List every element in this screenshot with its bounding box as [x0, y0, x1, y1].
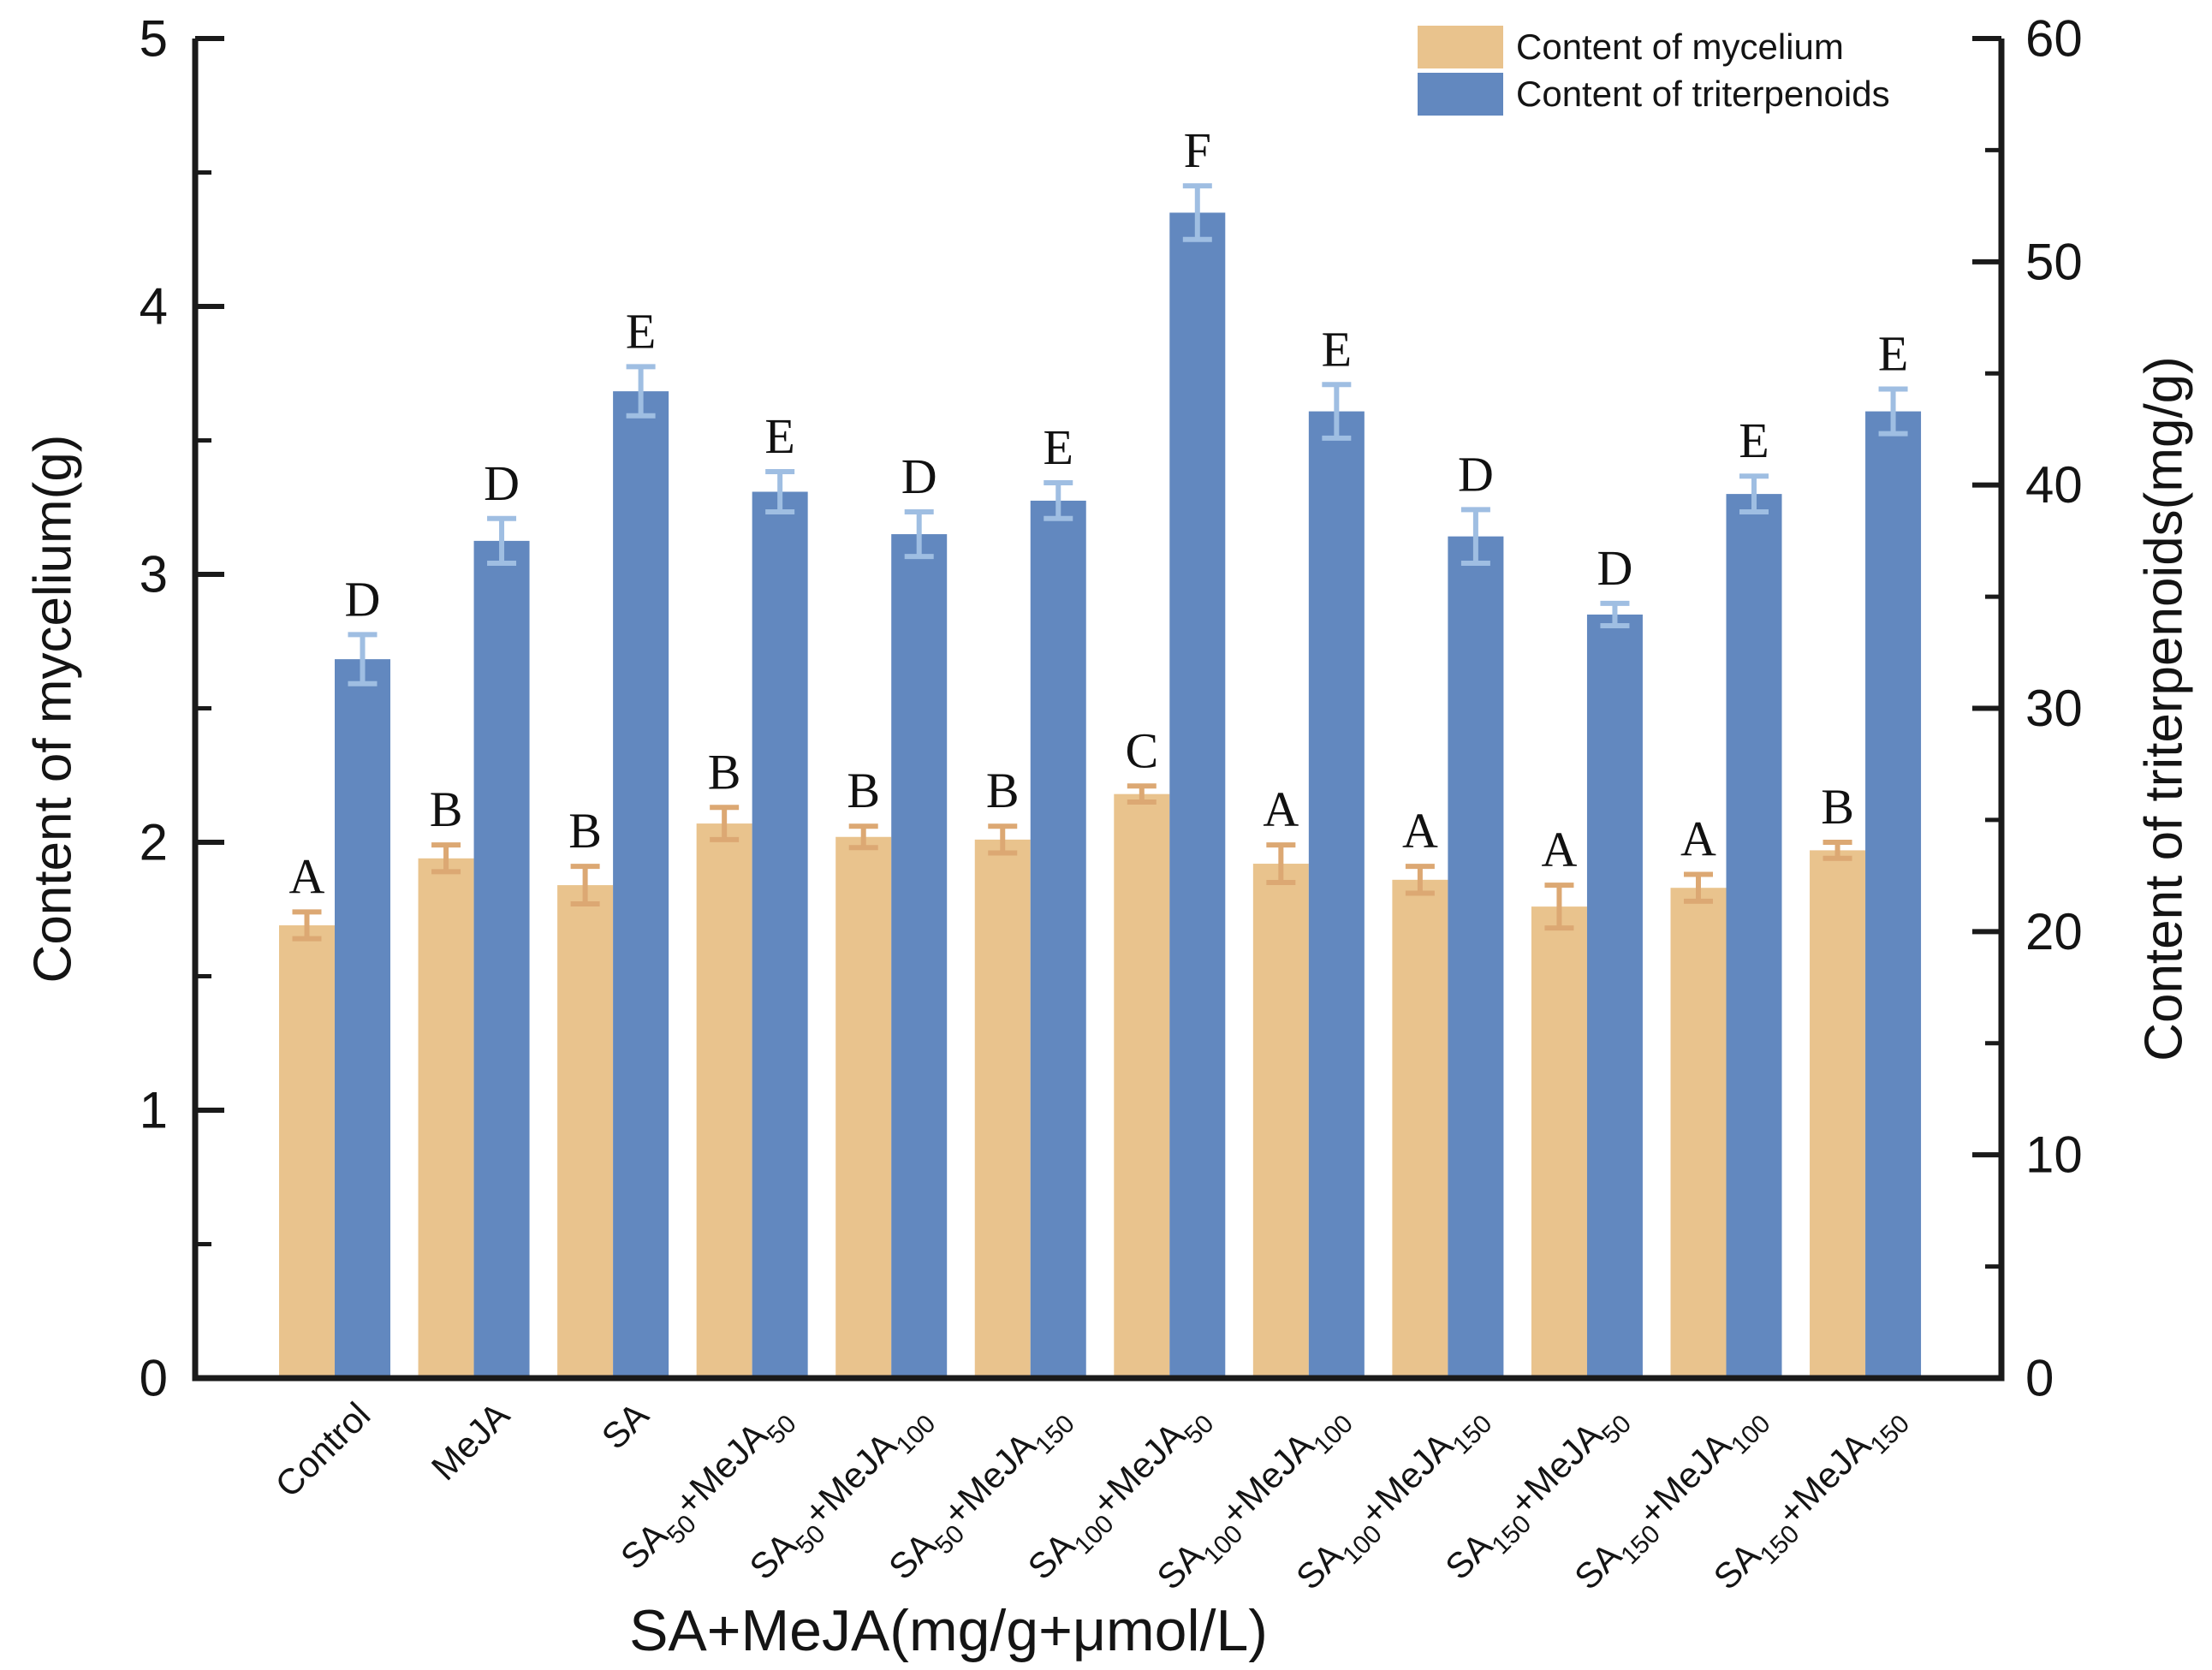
significance-letter: D — [901, 449, 937, 504]
significance-letter: B — [847, 763, 880, 818]
left-tick-label: 1 — [140, 1082, 168, 1139]
category-label: SA — [594, 1394, 657, 1457]
right-tick-label: 30 — [2025, 680, 2083, 737]
right-tick-label: 10 — [2025, 1126, 2083, 1184]
x-axis-title: SA+MeJA(mg/g+μmol/L) — [629, 1598, 1268, 1663]
left-tick-label: 2 — [140, 814, 168, 871]
significance-letter: B — [1821, 779, 1854, 835]
triterpenoids-swatch — [1418, 73, 1503, 116]
bar-mycelium — [1114, 793, 1170, 1378]
significance-letter: E — [1878, 326, 1908, 382]
bar-triterpenoids — [1726, 494, 1782, 1378]
significance-letter: B — [568, 803, 602, 859]
significance-letter: D — [345, 571, 381, 627]
bar-triterpenoids — [1586, 614, 1643, 1378]
right-tick-label: 50 — [2025, 233, 2083, 290]
legend-item-mycelium: Content of mycelium — [1418, 26, 1890, 68]
category-label: Control — [267, 1394, 378, 1505]
legend-item-triterpenoids: Content of triterpenoids — [1418, 73, 1890, 116]
significance-letter: E — [1739, 413, 1769, 468]
bar-mycelium — [557, 885, 614, 1378]
significance-letter: E — [626, 303, 656, 359]
bar-triterpenoids — [335, 659, 390, 1378]
significance-letter: A — [1263, 782, 1299, 837]
right-tick-label: 40 — [2025, 456, 2083, 514]
left-tick-label: 0 — [140, 1350, 168, 1407]
bar-triterpenoids — [1448, 536, 1504, 1378]
legend-label-triterpenoids: Content of triterpenoids — [1516, 74, 1890, 114]
bar-mycelium — [1810, 850, 1866, 1378]
legend-label-mycelium: Content of mycelium — [1516, 27, 1844, 67]
bar-mycelium — [696, 823, 752, 1378]
right-tick-label: 0 — [2025, 1350, 2054, 1407]
mycelium-swatch — [1418, 26, 1503, 68]
significance-letter: D — [1597, 540, 1633, 596]
significance-letter: E — [764, 408, 794, 464]
bar-mycelium — [835, 836, 892, 1378]
bar-mycelium — [1392, 879, 1448, 1378]
bar-triterpenoids — [1169, 212, 1226, 1379]
bar-triterpenoids — [752, 491, 808, 1378]
significance-letter: B — [708, 744, 741, 799]
significance-letter: D — [1458, 446, 1494, 502]
bar-triterpenoids — [473, 540, 530, 1378]
bar-triterpenoids — [1030, 500, 1086, 1378]
significance-letter: A — [1542, 822, 1578, 877]
significance-letter: B — [430, 782, 463, 837]
significance-letter: B — [986, 763, 1020, 818]
significance-letter: E — [1044, 419, 1073, 475]
bar-mycelium — [1670, 888, 1727, 1378]
left-axis-title: Content of mycelium(g) — [23, 434, 83, 984]
bar-triterpenoids — [613, 391, 669, 1378]
bar-mycelium — [1252, 864, 1309, 1378]
legend: Content of mycelium Content of triterpen… — [1418, 26, 1890, 116]
bar-mycelium — [279, 925, 335, 1378]
significance-letter: C — [1125, 722, 1158, 778]
significance-letter: E — [1322, 321, 1352, 377]
right-tick-label: 20 — [2025, 903, 2083, 960]
bar-triterpenoids — [1865, 411, 1922, 1378]
left-tick-label: 4 — [140, 278, 168, 336]
significance-letter: D — [484, 455, 520, 511]
significance-letter: F — [1184, 122, 1211, 178]
significance-letter: A — [289, 848, 325, 904]
bar-mycelium — [1531, 906, 1587, 1378]
left-tick-label: 3 — [140, 546, 168, 603]
right-tick-label: 60 — [2025, 10, 2083, 68]
bar-mycelium — [974, 839, 1031, 1378]
significance-letter: A — [1680, 811, 1716, 867]
significance-letter: A — [1402, 803, 1438, 859]
right-axis-title: Content of triterpenoids(mg/g) — [2134, 356, 2194, 1061]
category-label: SA150+MeJA150 — [1706, 1394, 1916, 1604]
left-tick-label: 5 — [140, 10, 168, 68]
category-label: MeJA — [424, 1394, 517, 1488]
bar-mycelium — [418, 858, 474, 1378]
bar-triterpenoids — [891, 534, 948, 1378]
bar-triterpenoids — [1308, 411, 1365, 1378]
